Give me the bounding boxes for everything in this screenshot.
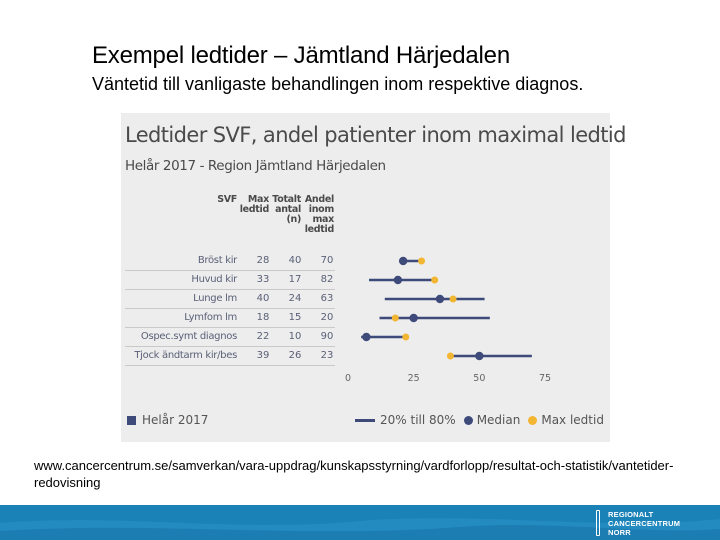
row-value-total: 24 (288, 293, 302, 304)
x-tick-label: 25 (407, 373, 420, 384)
row-value-max: 22 (256, 331, 270, 342)
row-label: Ospec.symt diagnos (140, 331, 237, 342)
median-point (362, 332, 371, 342)
row-value-andel: 23 (320, 350, 334, 361)
legend-series: 20% till 80% Median Max ledtid (355, 413, 604, 427)
x-tick-label: 0 (344, 373, 352, 384)
row-value-total: 15 (288, 312, 302, 323)
max-ledtid-point (402, 333, 410, 341)
chart-subtitle: Helår 2017 - Region Jämtland Härjedalen (125, 158, 386, 174)
row-value-andel: 70 (320, 255, 334, 266)
col-head-total: Totalt antal (n) (272, 194, 301, 225)
row-value-max: 18 (256, 312, 270, 323)
row-divider (125, 327, 335, 328)
median-point (409, 313, 418, 323)
row-value-max: 33 (256, 274, 270, 285)
slide-title: Exempel ledtider – Jämtland Härjedalen (92, 42, 510, 69)
range-line-icon (355, 418, 375, 422)
row-value-total: 10 (288, 331, 302, 342)
row-value-max: 40 (256, 293, 270, 304)
row-value-total: 17 (288, 274, 302, 285)
row-value-andel: 82 (320, 274, 334, 285)
col-head-svf: SVF (217, 194, 237, 205)
chart-title: Ledtider SVF, andel patienter inom maxim… (125, 123, 626, 147)
max-ledtid-point (446, 352, 454, 360)
row-divider (125, 270, 335, 271)
col-head-max: Max ledtid (239, 194, 270, 215)
median-point (393, 275, 403, 285)
chart-plot (361, 256, 532, 361)
row-label: Huvud kir (191, 274, 237, 285)
footer-wave-decoration (0, 518, 720, 540)
legend-period: Helår 2017 (127, 413, 208, 427)
row-label: Bröst kir (197, 255, 237, 266)
rcc-logo-mark-icon (596, 510, 600, 536)
row-divider (125, 346, 335, 347)
row-divider (125, 308, 335, 309)
chart-figure: Ledtider SVF, andel patienter inom maxim… (121, 113, 626, 442)
max-ledtid-point (449, 295, 457, 303)
max-ledtid-point (418, 257, 426, 265)
row-value-andel: 63 (320, 293, 334, 304)
row-value-andel: 20 (320, 312, 334, 323)
row-divider (125, 365, 335, 366)
row-label: Lunge lm (193, 293, 237, 304)
col-head-share: Andel inom max ledtid (304, 194, 335, 235)
row-value-andel: 90 (320, 331, 334, 342)
x-tick-label: 75 (538, 373, 552, 384)
footer-bar (0, 505, 720, 540)
row-label: Tjock ändtarm kir/bes (134, 350, 237, 361)
row-label: Lymfom lm (184, 312, 237, 323)
slide-subtitle: Väntetid till vanligaste behandlingen in… (92, 74, 584, 94)
max-dot-icon (528, 415, 538, 425)
row-value-total: 26 (288, 350, 302, 361)
median-point (475, 351, 484, 361)
row-value-total: 40 (288, 255, 302, 266)
legend-square-icon (127, 415, 136, 425)
median-dot-icon (463, 415, 473, 425)
row-value-max: 28 (256, 255, 270, 266)
x-tick-label: 50 (473, 373, 486, 384)
max-ledtid-point (391, 314, 399, 322)
median-point (435, 294, 445, 304)
row-divider (125, 289, 335, 290)
rcc-logo: REGIONALT CANCERCENTRUM NORR (596, 509, 680, 537)
source-url[interactable]: www.cancercentrum.se/samverkan/vara-uppd… (34, 458, 674, 490)
max-ledtid-point (431, 276, 439, 284)
median-point (398, 256, 408, 266)
row-value-max: 39 (256, 350, 270, 361)
